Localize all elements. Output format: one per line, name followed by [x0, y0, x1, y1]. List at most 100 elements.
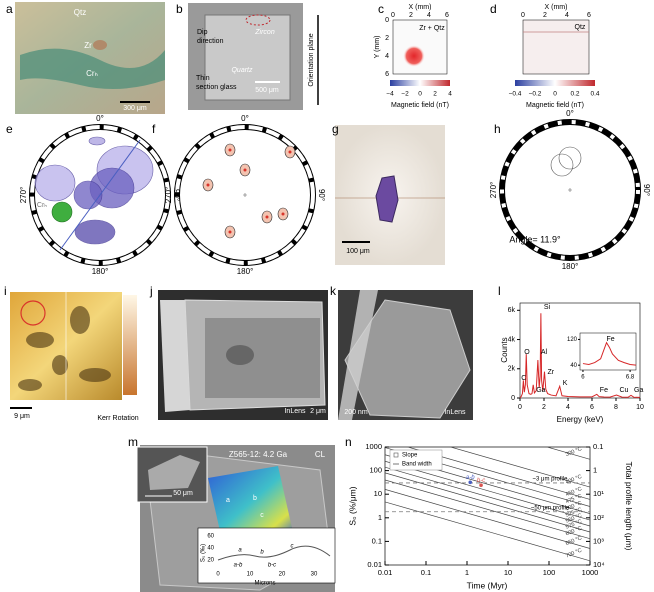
sample-point: [479, 483, 483, 488]
label: Crₕ: [37, 202, 47, 209]
inclusion: [226, 345, 254, 365]
domain: [70, 306, 90, 334]
panel-label: f: [152, 122, 156, 136]
peak-label: O: [524, 349, 530, 356]
y2-tick-label: 1: [593, 466, 597, 475]
isotherm: [385, 460, 590, 521]
label: 4: [427, 12, 431, 19]
label: 90°: [317, 189, 326, 201]
x-tick-label: 0: [518, 404, 522, 411]
x-tick-label: 0.1: [421, 568, 431, 577]
label: 6: [587, 12, 591, 19]
label: 2: [409, 12, 413, 19]
x-tick-label: 4: [566, 404, 570, 411]
isotherm: [385, 479, 590, 540]
map: [522, 19, 590, 75]
peak-label: Fe: [606, 336, 614, 343]
x-tick-label: 10: [636, 404, 644, 411]
clamp: [160, 300, 190, 412]
point-label: b-c: [477, 478, 485, 484]
stereonet-ring: [30, 125, 170, 265]
label: 30: [311, 572, 318, 578]
profile-line: [217, 545, 331, 561]
y-tick-label: 4k: [508, 336, 516, 343]
series-label: 700 °C: [565, 548, 583, 560]
stereonet-ring: [175, 125, 315, 265]
y2-tick-label: 10³: [593, 536, 604, 545]
label: 20: [207, 558, 214, 564]
label: Thin: [196, 75, 210, 82]
center-cross: [243, 193, 247, 197]
pole: [265, 215, 269, 219]
label: 270°: [489, 182, 498, 199]
cone: [558, 146, 582, 170]
isotherm: [385, 472, 590, 533]
label: S₀ (‰): [201, 544, 207, 562]
panel-label: g: [332, 122, 339, 136]
peak-label: C: [521, 375, 526, 382]
label: 10: [247, 572, 254, 578]
label: 9 μm: [14, 413, 30, 420]
panel-label: n: [345, 435, 352, 449]
y-tick-label: 0.1: [372, 536, 382, 545]
y2-tick-label: 0.1: [593, 442, 603, 451]
frame: [205, 318, 320, 398]
pole: [228, 230, 232, 234]
label: −4: [386, 91, 394, 98]
label: 20: [279, 572, 286, 578]
label: −0.2: [529, 91, 542, 98]
reference-label: ~3 μm profile: [533, 477, 569, 483]
label: direction: [197, 38, 224, 45]
label: Qtz: [74, 8, 86, 17]
label: 500 μm: [255, 87, 279, 94]
label: Z565-12: 4.2 Ga: [229, 450, 288, 459]
label: b: [253, 495, 257, 502]
panel-label: m: [128, 435, 138, 449]
label: Magnetic field (nT): [526, 102, 584, 109]
zircon-grain: [148, 455, 200, 490]
label: a: [238, 548, 242, 554]
y2-tick-label: 10²: [593, 513, 604, 522]
y-tick-label: 1000: [365, 442, 382, 451]
label: 40: [207, 546, 214, 552]
series-label: 550 °C: [565, 513, 583, 525]
label: 0: [391, 12, 395, 19]
x-axis-label: Energy (keV): [557, 415, 604, 424]
panel-label: c: [378, 2, 384, 16]
highlight: [20, 300, 46, 326]
confidence-ellipse: [88, 136, 106, 146]
x-tick-label: 0.01: [378, 568, 393, 577]
domain: [18, 379, 42, 391]
legend-label: Slope: [402, 453, 418, 459]
label: 4: [448, 91, 452, 98]
isotherm: [385, 489, 590, 549]
label: 0°: [96, 114, 104, 123]
label: 90°: [172, 189, 181, 201]
label: 0: [521, 12, 525, 19]
series-label: 650 °C: [565, 535, 583, 547]
label: a-b: [234, 563, 243, 569]
series-label: 475 °C: [565, 493, 583, 505]
confidence-ellipse: [73, 180, 103, 210]
peak-label: Ga: [634, 387, 643, 394]
panel-label: h: [494, 122, 501, 136]
panel-label: a: [6, 2, 13, 16]
series-label: 575 °C: [565, 519, 583, 531]
label: 0: [418, 91, 422, 98]
y-tick-label: 0.01: [367, 560, 382, 569]
crystal: [344, 299, 471, 419]
inset-spectrum: [582, 341, 637, 366]
panel-label: e: [6, 122, 13, 136]
label: 300 μm: [123, 105, 147, 112]
y-tick-label: 6k: [508, 307, 516, 314]
series-label: 300 °C: [565, 446, 583, 458]
center-cross: [568, 188, 572, 192]
domain: [52, 355, 68, 375]
field-spot: [403, 45, 425, 67]
isotherm: [449, 447, 590, 488]
cl-map: [208, 466, 292, 540]
label: 270°: [164, 187, 173, 204]
y-tick-label: 1: [378, 513, 382, 522]
sample-point: [468, 480, 473, 485]
